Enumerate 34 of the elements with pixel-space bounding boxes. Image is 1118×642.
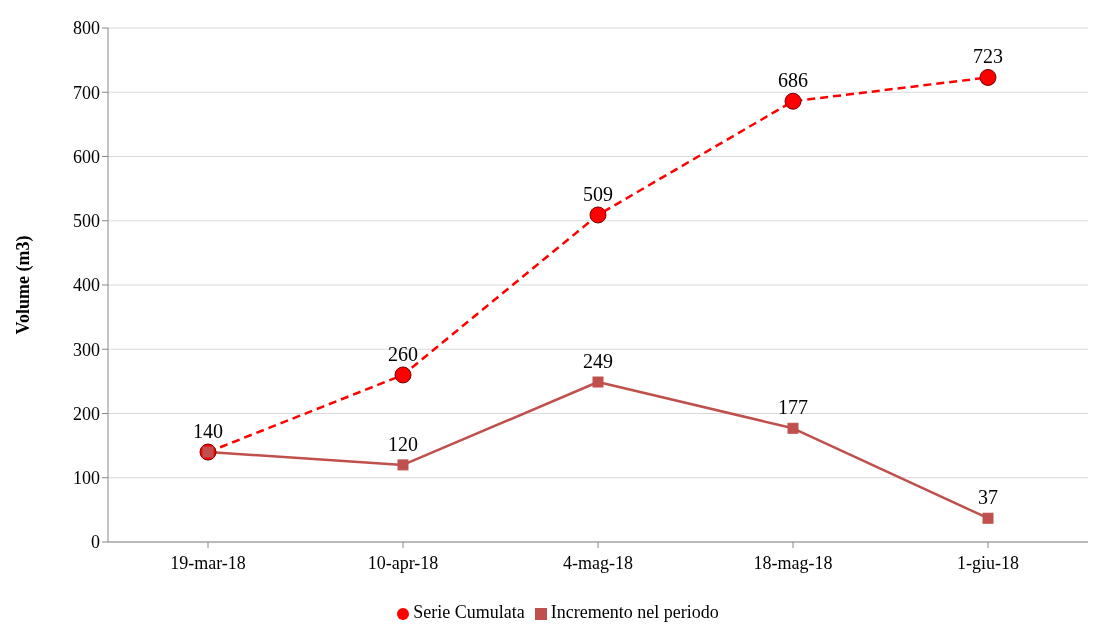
x-tick-label: 4-mag-18 [563,552,633,573]
y-tick-label: 300 [73,339,100,360]
x-tick-label: 19-mar-18 [170,552,246,573]
point [787,422,799,434]
data-label: 177 [778,396,808,419]
y-tick-label: 0 [91,532,100,553]
point [979,68,997,86]
point [397,459,409,471]
y-tick-label: 700 [73,82,100,103]
x-tick-label: 10-apr-18 [367,552,439,573]
data-label: 686 [778,69,808,92]
point [784,92,802,110]
x-tick-label: 18-mag-18 [753,552,833,573]
y-tick-label: 800 [73,18,100,39]
point [982,512,994,524]
legend-label: Incremento nel periodo [550,602,719,622]
data-label: 723 [973,45,1003,68]
y-tick-label: 100 [73,468,100,489]
point [592,376,604,388]
data-label: 120 [388,432,418,455]
data-label: 37 [978,486,998,509]
y-axis-title: Volume (m3) [13,235,35,335]
legend-label: Serie Cumulata [413,602,525,622]
y-tick-label: 200 [73,403,100,424]
data-label: 509 [583,182,613,205]
x-tick-label: 1-giu-18 [957,552,1019,573]
y-tick-label: 500 [73,211,100,232]
data-label: 249 [583,350,613,373]
data-label: 140 [193,420,223,443]
y-tick-label: 400 [73,275,100,296]
data-label: 260 [388,342,418,365]
point [589,206,607,224]
point [394,366,412,384]
y-tick-label: 600 [73,146,100,167]
